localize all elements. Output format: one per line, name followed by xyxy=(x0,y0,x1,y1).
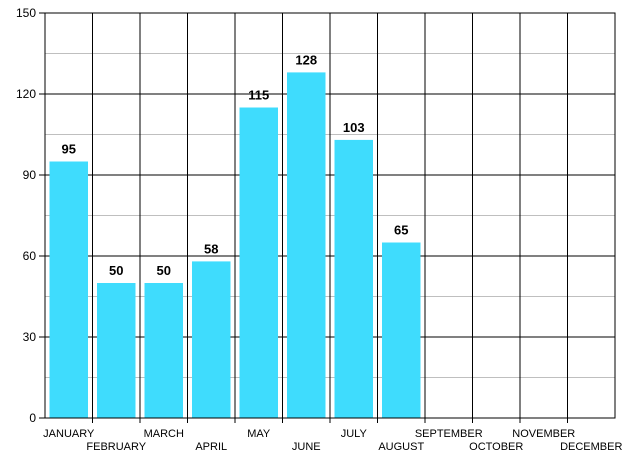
x-tick-label: MAY xyxy=(247,428,271,440)
bar xyxy=(192,261,231,418)
data-label: 50 xyxy=(109,263,123,278)
bar xyxy=(382,242,421,418)
bar xyxy=(334,139,373,418)
x-tick-label: MARCH xyxy=(144,428,184,440)
x-tick-label: OCTOBER xyxy=(469,441,523,453)
y-axis-ticks: 0 30 60 90 120 150 xyxy=(16,6,36,425)
bar xyxy=(97,283,136,418)
plot-frame xyxy=(44,12,616,419)
x-tick-label: JANUARY xyxy=(43,428,95,440)
vertical-gridlines xyxy=(92,13,568,423)
x-tick-label: JUNE xyxy=(292,441,321,453)
data-label: 50 xyxy=(157,263,171,278)
x-tick-label: SEPTEMBER xyxy=(415,428,483,440)
data-label: 128 xyxy=(295,52,317,67)
y-tick-label: 0 xyxy=(29,411,36,425)
data-label: 65 xyxy=(394,223,408,238)
data-label: 115 xyxy=(248,88,269,103)
x-tick-label: NOVEMBER xyxy=(512,428,575,440)
bars-group xyxy=(49,72,421,419)
data-label: 58 xyxy=(204,241,218,256)
x-tick-label: AUGUST xyxy=(378,441,424,453)
x-tick-label: DECEMBER xyxy=(560,441,622,453)
y-tick-label: 150 xyxy=(16,6,36,20)
bar xyxy=(239,107,278,418)
data-label: 103 xyxy=(343,120,365,135)
data-labels-group: 95 50 50 58 115 128 103 65 xyxy=(62,52,409,278)
x-tick-label: JULY xyxy=(341,428,368,440)
y-tick-label: 90 xyxy=(23,168,37,182)
bar xyxy=(49,161,88,418)
bar xyxy=(287,72,326,419)
bar xyxy=(144,283,183,418)
y-tick-label: 60 xyxy=(23,249,37,263)
y-tick-label: 120 xyxy=(16,87,36,101)
data-label: 95 xyxy=(62,142,76,157)
x-tick-label: APRIL xyxy=(195,441,227,453)
x-tick-label: FEBRUARY xyxy=(86,441,146,453)
y-tick-label: 30 xyxy=(23,330,37,344)
